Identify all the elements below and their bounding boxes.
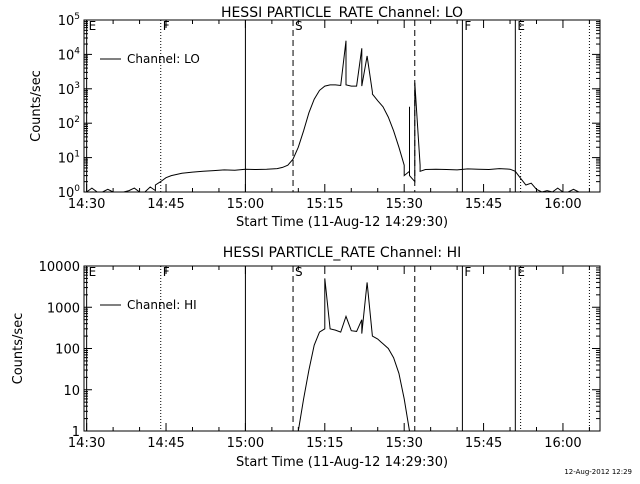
x-tick-label: 15:30	[385, 436, 422, 451]
x-tick-label: 15:45	[465, 436, 502, 451]
footer-timestamp: 12-Aug-2012 12:29	[564, 468, 632, 476]
y-tick-label: 101	[58, 150, 80, 167]
series-line	[297, 278, 410, 432]
legend-label: Channel: LO	[127, 52, 200, 66]
y-tick-label: 10	[63, 384, 80, 399]
chart-panel-2: HESSI PARTICLE_RATE Channel: HI Start Tim…	[11, 245, 601, 470]
x-tick-label: 15:15	[306, 197, 343, 212]
y-tick-label: 1000	[47, 301, 80, 316]
chart-title: HESSI PARTICLE_RATE Channel: HI	[223, 245, 461, 261]
y-tick-label: 105	[58, 12, 80, 29]
event-marker-label: F	[163, 19, 170, 33]
chart-title: HESSI PARTICLE_RATE Channel: LO	[221, 5, 463, 21]
x-tick-label: 15:15	[306, 436, 343, 451]
y-tick-label: 1	[72, 425, 80, 440]
x-axis-label: Start Time (11-Aug-12 14:29:30)	[236, 455, 448, 470]
event-marker-label: S	[295, 19, 303, 33]
y-tick-label: 100	[58, 184, 81, 201]
y-axis-label: Counts/sec	[29, 70, 44, 142]
legend-label: Channel: HI	[127, 298, 197, 312]
x-tick-label: 15:45	[465, 197, 502, 212]
x-tick-label: 16:00	[544, 436, 581, 451]
event-marker-label: F	[464, 19, 471, 33]
y-axis-label: Counts/sec	[11, 313, 26, 385]
event-marker-label: E	[89, 265, 97, 279]
event-marker-label: E	[89, 19, 97, 33]
x-tick-label: 14:45	[147, 436, 184, 451]
plot-frame	[83, 19, 601, 193]
chart-panel-1: HESSI PARTICLE_RATE Channel: LO Start Tim…	[29, 5, 601, 230]
series-line	[86, 40, 590, 193]
y-tick-label: 100	[55, 343, 80, 358]
event-marker-label: E	[517, 265, 525, 279]
x-tick-label: 15:00	[227, 197, 264, 212]
event-marker-label: F	[464, 265, 471, 279]
event-marker-label: F	[163, 265, 170, 279]
y-tick-label: 10000	[39, 260, 80, 275]
y-tick-label: 104	[58, 46, 81, 63]
y-tick-label: 102	[58, 115, 80, 132]
x-tick-label: 16:00	[544, 197, 581, 212]
x-tick-label: 15:00	[227, 436, 264, 451]
plot-frame	[83, 265, 601, 432]
event-marker-label: S	[295, 265, 303, 279]
x-tick-label: 14:45	[147, 197, 184, 212]
x-tick-label: 14:30	[68, 197, 105, 212]
y-tick-label: 103	[58, 81, 80, 98]
x-tick-label: 14:30	[68, 436, 105, 451]
event-marker-label: E	[517, 19, 525, 33]
x-axis-label: Start Time (11-Aug-12 14:29:30)	[236, 215, 448, 230]
x-tick-label: 15:30	[385, 197, 422, 212]
